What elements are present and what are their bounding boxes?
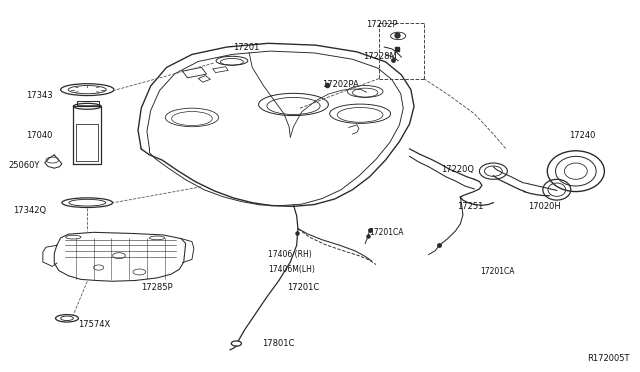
Text: 17251: 17251 (458, 202, 484, 211)
Text: 17040: 17040 (26, 131, 52, 141)
Text: R172005T: R172005T (588, 354, 630, 363)
Text: 17202P: 17202P (367, 20, 398, 29)
Text: 17285P: 17285P (141, 283, 173, 292)
Text: 17342Q: 17342Q (13, 206, 46, 215)
Text: 17201: 17201 (233, 42, 259, 51)
Text: 25060Y: 25060Y (8, 161, 40, 170)
Text: 17240: 17240 (570, 131, 596, 141)
Text: 17228M: 17228M (364, 52, 397, 61)
Text: 17201CA: 17201CA (370, 228, 404, 237)
Text: 17343: 17343 (26, 91, 52, 100)
Text: 17406M(LH): 17406M(LH) (268, 265, 315, 274)
Text: 17801C: 17801C (262, 339, 294, 348)
Text: 17574X: 17574X (77, 321, 110, 330)
Text: 17406 (RH): 17406 (RH) (268, 250, 312, 259)
Text: 17202PA: 17202PA (322, 80, 359, 89)
Text: 17220Q: 17220Q (442, 165, 474, 174)
Text: 17201C: 17201C (287, 283, 319, 292)
Text: 17201CA: 17201CA (481, 267, 515, 276)
Text: 17020H: 17020H (528, 202, 561, 211)
